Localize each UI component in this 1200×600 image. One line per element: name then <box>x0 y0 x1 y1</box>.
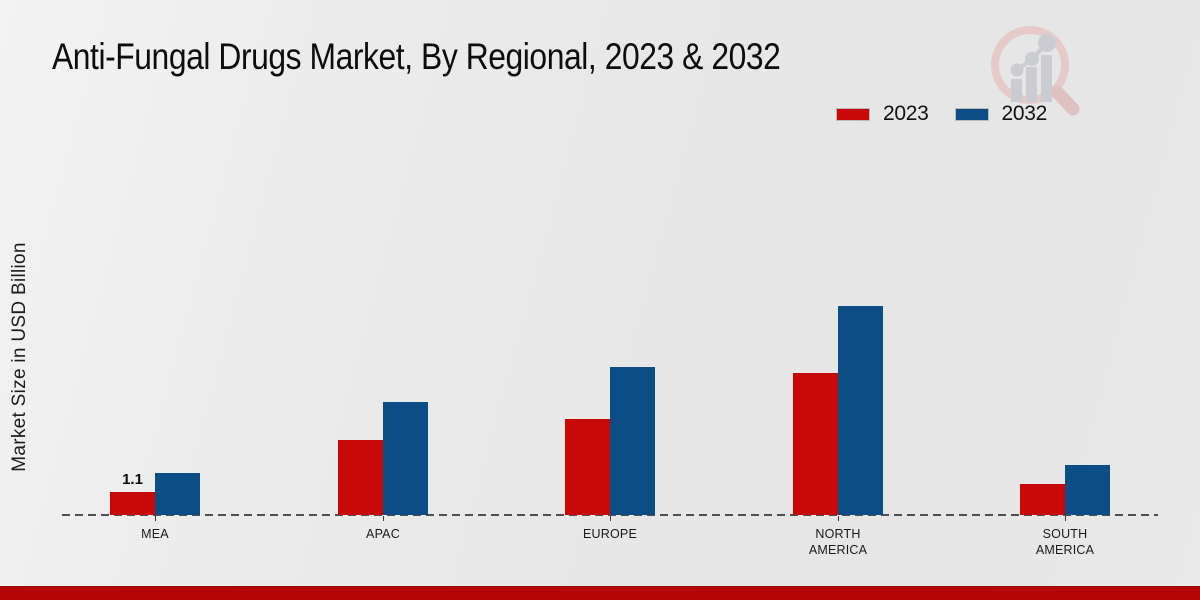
bar-2023-south-america <box>1020 484 1065 515</box>
x-axis-tick-north-america <box>838 516 839 521</box>
magnifier-bar-chart-logo-icon <box>991 26 1080 116</box>
legend-item-2032: 2032 <box>954 102 1048 126</box>
bar-2032-europe <box>610 367 655 515</box>
legend-swatch-2032 <box>954 107 989 121</box>
bar-2023-north-america <box>793 373 838 515</box>
category-label-europe: EUROPE <box>583 527 637 541</box>
bar-2023-apac <box>338 440 383 515</box>
bar-2032-south-america <box>1065 465 1110 515</box>
bar-2023-mea <box>110 492 155 515</box>
x-axis-tick-south-america <box>1065 516 1066 521</box>
legend: 2023 2032 <box>836 102 1047 126</box>
chart-title: Anti-Fungal Drugs Market, By Regional, 2… <box>52 36 781 77</box>
legend-swatch-2023 <box>836 107 870 121</box>
legend-label-2023: 2023 <box>883 102 929 125</box>
bar-2023-europe <box>565 419 610 515</box>
bar-2032-mea <box>155 473 200 515</box>
category-label-apac: APAC <box>366 527 400 541</box>
category-label-south-america: SOUTH AMERICA <box>1035 527 1095 557</box>
bar-value-label: 1.1 <box>122 471 143 488</box>
x-axis-tick-europe <box>610 516 611 521</box>
x-axis-tick-apac <box>383 516 384 521</box>
legend-item-2023: 2023 <box>836 102 929 126</box>
legend-label-2032: 2032 <box>1001 102 1048 125</box>
category-label-north-america: NORTH AMERICA <box>808 527 868 557</box>
footer-accent-bar <box>0 586 1200 600</box>
bar-2032-apac <box>383 402 428 515</box>
bar-2032-north-america <box>838 306 883 515</box>
category-label-mea: MEA <box>141 527 169 541</box>
x-axis-tick-mea <box>155 516 156 521</box>
